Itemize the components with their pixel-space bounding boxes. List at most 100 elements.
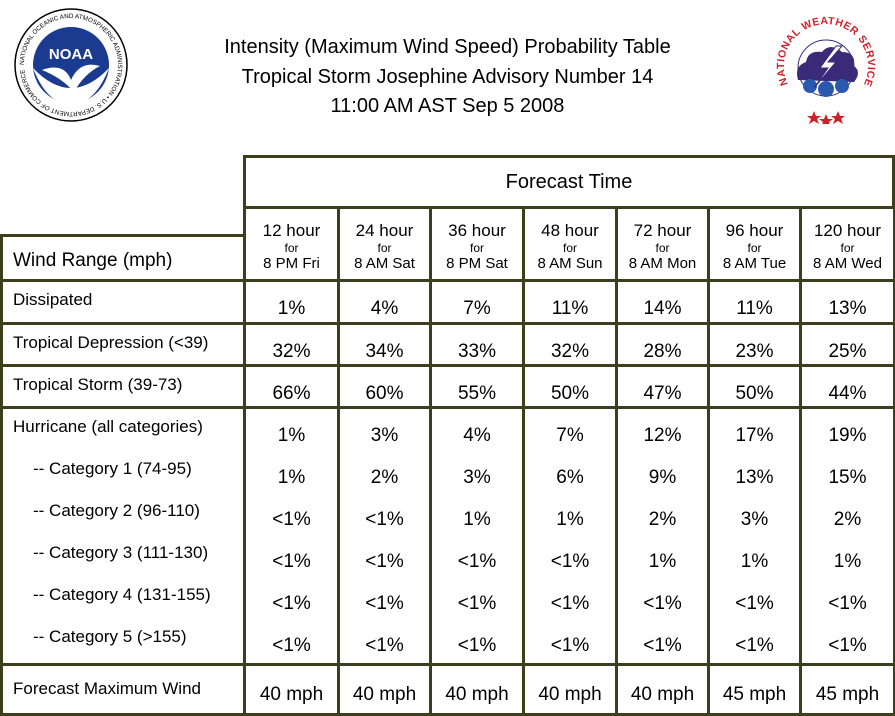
column-hours: 96 hour [725, 221, 784, 240]
probability-value: <1% [643, 635, 682, 656]
value-cell: 7% 6% 1% <1% <1% <1% [522, 406, 618, 666]
value-cell: 50% [522, 364, 618, 409]
value-cell: 17% 13% 3% 1% <1% <1% [707, 406, 802, 666]
column-for: for [377, 241, 392, 255]
forecast-time-label: Forecast Time [505, 171, 633, 193]
nws-logo: NATIONAL WEATHER SERVICE [775, 15, 877, 124]
probability-value: <1% [457, 551, 497, 572]
value-cell: 11% [707, 279, 802, 325]
column-for: for [840, 241, 855, 255]
wind-range-label: Wind Range (mph) [13, 250, 173, 271]
max-wind-cell: 40 mph [337, 663, 432, 716]
probability-value: 19% [828, 425, 867, 446]
column-hours: 24 hour [355, 221, 414, 240]
column-valid-time: 8 AM Mon [628, 255, 697, 272]
column-for: for [655, 241, 670, 255]
probability-value: <1% [365, 509, 404, 530]
column-valid-time: 8 AM Sat [354, 255, 415, 272]
column-header: 48 hour for 8 AM Sun [522, 206, 618, 282]
max-wind-value: 40 mph [538, 684, 602, 705]
column-hours: 120 hour [813, 221, 882, 240]
max-wind-cell: 45 mph [707, 663, 802, 716]
max-wind-value: 45 mph [722, 684, 787, 705]
row-label-cell: Dissipated [0, 279, 246, 325]
column-valid-time: 8 AM Sun [537, 255, 603, 272]
probability-value: 3% [740, 509, 769, 530]
max-wind-cell: 40 mph [522, 663, 618, 716]
column-valid-time: 8 PM Sat [446, 255, 508, 272]
value-cell: 12% 9% 2% 1% <1% <1% [615, 406, 710, 666]
probability-value: 3% [370, 425, 399, 446]
probability-value: 9% [648, 467, 677, 488]
probability-value: 55% [457, 383, 497, 404]
forecast-time-header: Forecast Time [243, 155, 895, 209]
probability-value: 1% [740, 551, 769, 572]
probability-value: 1% [648, 551, 677, 572]
probability-value: 28% [643, 341, 682, 362]
value-cell: 66% [243, 364, 340, 409]
probability-value: 12% [643, 425, 682, 446]
row-label: Tropical Depression (<39) [13, 333, 209, 352]
column-for: for [747, 241, 762, 255]
value-cell: 7% [429, 279, 525, 325]
column-header: 72 hour for 8 AM Mon [615, 206, 710, 282]
value-cell: 50% [707, 364, 802, 409]
max-wind-value: 40 mph [259, 684, 324, 705]
probability-value: 66% [272, 383, 311, 404]
max-wind-cell: 40 mph [243, 663, 340, 716]
probability-value: 32% [550, 341, 590, 362]
header: NATIONAL OCEANIC AND ATMOSPHERIC ADMINIS… [0, 0, 895, 150]
probability-value: <1% [272, 593, 311, 614]
column-header: 120 hour for 8 AM Wed [799, 206, 895, 282]
value-cell: 44% [799, 364, 895, 409]
probability-value: 3% [463, 467, 491, 488]
probability-value: <1% [457, 593, 497, 614]
noaa-logo: NATIONAL OCEANIC AND ATMOSPHERIC ADMINIS… [14, 8, 128, 122]
probability-value: 1% [556, 509, 584, 530]
max-wind-value: 45 mph [815, 684, 880, 705]
value-cell: 23% [707, 322, 802, 367]
probability-value: 44% [828, 383, 867, 404]
probability-value: 1% [277, 425, 306, 446]
value-cell: 25% [799, 322, 895, 367]
value-cell: 11% [522, 279, 618, 325]
value-cell: 47% [615, 364, 710, 409]
probability-value: 47% [643, 383, 682, 404]
probability-value: 13% [828, 298, 867, 319]
category-label: -- Category 5 (>155) [33, 627, 187, 646]
column-header: 96 hour for 8 AM Tue [707, 206, 802, 282]
probability-value: 11% [551, 298, 589, 319]
probability-value: <1% [828, 593, 867, 614]
probability-value: <1% [550, 551, 590, 572]
probability-value: 33% [457, 341, 497, 362]
probability-value: 50% [735, 383, 774, 404]
probability-value: <1% [643, 593, 682, 614]
probability-value: <1% [365, 593, 404, 614]
probability-value: 6% [556, 467, 584, 488]
column-hours: 36 hour [448, 221, 506, 240]
row-label: Tropical Storm (39-73) [13, 375, 183, 394]
row-label-cell: Tropical Storm (39-73) [0, 364, 246, 409]
probability-value: <1% [735, 635, 774, 656]
wind-range-header: Wind Range (mph) [0, 234, 246, 282]
probability-value: 7% [556, 425, 584, 446]
column-header: 12 hour for 8 PM Fri [243, 206, 340, 282]
probability-value: 4% [370, 298, 399, 319]
column-for: for [469, 241, 484, 255]
column-valid-time: 8 AM Wed [813, 255, 882, 272]
column-hours: 48 hour [541, 221, 599, 240]
value-cell: 4% 3% 1% <1% <1% <1% [429, 406, 525, 666]
value-cell: 28% [615, 322, 710, 367]
probability-value: <1% [365, 635, 404, 656]
max-wind-label-cell: Forecast Maximum Wind [0, 663, 246, 716]
value-cell: 3% 2% <1% <1% <1% <1% [337, 406, 432, 666]
probability-value: <1% [550, 635, 590, 656]
value-cell: 19% 15% 2% 1% <1% <1% [799, 406, 895, 666]
probability-value: <1% [457, 635, 497, 656]
probability-value: 23% [735, 341, 774, 362]
column-hours: 12 hour [262, 221, 321, 240]
column-hours: 72 hour [633, 221, 692, 240]
probability-value: <1% [365, 551, 404, 572]
value-cell: 34% [337, 322, 432, 367]
probability-value: 11% [736, 298, 773, 319]
